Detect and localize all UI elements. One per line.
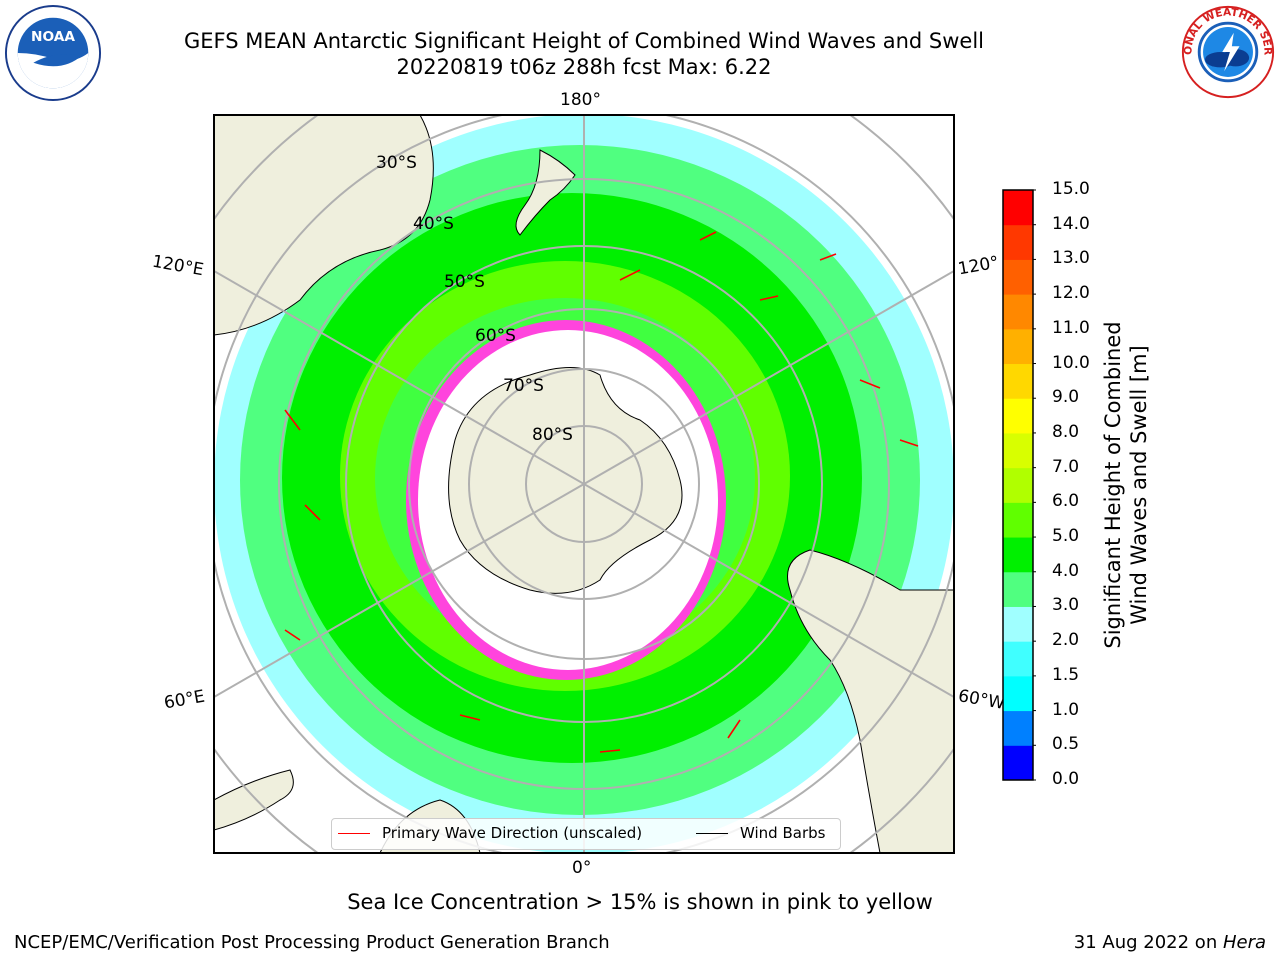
colorbar-tick-label: 1.5 — [1052, 664, 1080, 685]
noaa-logo: NOAA — [4, 4, 102, 102]
colorbar-tick-label: 10.0 — [1052, 352, 1090, 373]
lon-label-top: 180° — [560, 90, 601, 110]
colorbar-tick-label: 15.0 — [1052, 179, 1090, 199]
noaa-logo-text: NOAA — [31, 29, 75, 45]
colorbar-segment — [1003, 363, 1033, 399]
colorbar-tick-label: 0.5 — [1052, 734, 1080, 755]
map-legend: Primary Wave Direction (unscaled) Wind B… — [331, 818, 841, 850]
colorbar-segment — [1003, 294, 1033, 330]
lat-label-80s: 80°S — [532, 425, 573, 445]
australia — [214, 115, 434, 336]
colorbar-segment — [1003, 710, 1033, 746]
wave-direction-arrows — [284, 231, 919, 753]
colorbar-segment — [1003, 606, 1033, 642]
colorbar-tick-label: 11.0 — [1052, 317, 1090, 338]
lat-label-30s: 30°S — [376, 153, 417, 173]
lat-label-60s: 60°S — [475, 326, 516, 346]
map-frame — [213, 114, 955, 854]
new-zealand — [515, 149, 576, 236]
colorbar-segment — [1003, 675, 1033, 712]
colorbar-segment — [1003, 328, 1033, 365]
colorbar-tick-label: 13.0 — [1052, 248, 1090, 269]
colorbar-tick-label: 7.0 — [1052, 456, 1080, 477]
colorbar-segment — [1003, 259, 1033, 295]
antarctica — [448, 367, 683, 594]
colorbar-segment — [1003, 467, 1033, 503]
colorbar — [1002, 189, 1036, 781]
chart-title: GEFS MEAN Antarctic Significant Height o… — [183, 29, 985, 53]
colorbar-segment — [1003, 571, 1033, 607]
colorbar-segment — [1003, 398, 1033, 434]
legend-primary-wave: Primary Wave Direction (unscaled) — [338, 824, 642, 842]
footer-date: 31 Aug 2022 on Hera — [1073, 932, 1266, 953]
colorbar-tick-label: 0.0 — [1052, 769, 1080, 789]
nws-logo: NATIONAL WEATHER SERVICE — [1180, 4, 1275, 99]
lon-label-bottom: 0° — [572, 858, 592, 878]
lat-label-40s: 40°S — [413, 214, 454, 234]
lat-label-70s: 70°S — [503, 376, 544, 396]
colorbar-tick-label: 5.0 — [1052, 526, 1080, 547]
lat-label-50s: 50°S — [444, 272, 485, 292]
africa — [214, 769, 294, 831]
colorbar-tick-label: 2.0 — [1052, 630, 1080, 651]
colorbar-segment — [1003, 502, 1033, 538]
colorbar-tick-label: 3.0 — [1052, 595, 1080, 616]
colorbar-tick-label: 14.0 — [1052, 213, 1090, 234]
sea-ice-note: Sea Ice Concentration > 15% is shown in … — [347, 890, 933, 914]
colorbar-segment — [1003, 190, 1033, 226]
colorbar-tick-label: 4.0 — [1052, 560, 1080, 581]
colorbar-tick-label: 8.0 — [1052, 421, 1080, 442]
colorbar-segment — [1003, 224, 1033, 260]
colorbar-tick-label: 12.0 — [1052, 283, 1090, 304]
colorbar-segment — [1003, 537, 1033, 573]
colorbar-segment — [1003, 745, 1033, 781]
colorbar-tick-label: 1.0 — [1052, 699, 1080, 720]
colorbar-tick-label: 9.0 — [1052, 387, 1080, 408]
legend-wind-barbs: Wind Barbs — [696, 824, 825, 842]
footer-branch: NCEP/EMC/Verification Post Processing Pr… — [14, 932, 610, 953]
chart-subtitle: 20220819 t06z 288h fcst Max: 6.22 — [396, 55, 772, 79]
colorbar-tick-label: 6.0 — [1052, 491, 1080, 512]
colorbar-segment — [1003, 432, 1033, 469]
colorbar-segment — [1003, 641, 1033, 677]
